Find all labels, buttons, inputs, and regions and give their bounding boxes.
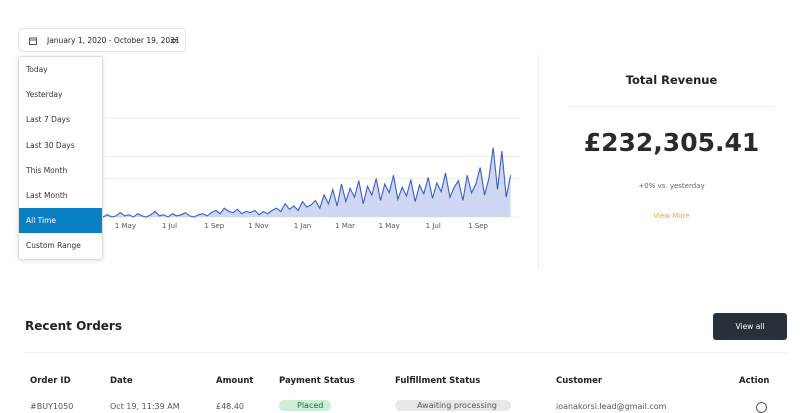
menu-item[interactable]: This Month (26, 165, 68, 175)
area (38, 147, 511, 217)
menu-item[interactable]: Last Month (26, 190, 68, 200)
x-tick-label: 1 May (379, 222, 400, 230)
divider (568, 106, 775, 107)
view-all-button[interactable]: View all (713, 313, 787, 340)
column-header: Payment Status (279, 376, 355, 386)
column-header: Action (739, 376, 770, 386)
x-tick-label: 1 Jan (294, 222, 311, 230)
cell: Placed (279, 400, 332, 411)
date-menu: Today Yesterday Last 7 Days Last 30 Days Thi… (18, 56, 103, 260)
chart: 1 May 1 Jul 1 Sep 1 Nov 1 Jan 1 Mar 1 May 1 Jul… (38, 117, 520, 230)
calendar-icon (29, 37, 37, 45)
divider (538, 55, 539, 270)
caret (171, 39, 177, 44)
menu-item[interactable]: Last 7 Days (26, 115, 70, 125)
x-tick-label: 1 Jul (162, 222, 177, 230)
view-more[interactable]: View More (653, 212, 690, 220)
date-range: January 1, 2020 - October 19, 2021 (47, 36, 180, 45)
cell: #BUY1050 (30, 402, 74, 411)
column-header: Date (110, 376, 133, 386)
date-picker[interactable]: January 1, 2020 - October 19, 2021 (18, 28, 186, 52)
cell: Awaiting processing (395, 400, 511, 411)
column-header: Order ID (30, 376, 71, 386)
divider (25, 352, 787, 353)
x-tick-label: 1 Jul (426, 222, 441, 230)
menu-item[interactable]: Custom Range (26, 241, 81, 251)
x-tick-label: 1 Mar (335, 222, 355, 230)
menu-item[interactable]: Last 30 Days (26, 140, 75, 150)
revenue-amount: £232,305.41 (583, 128, 760, 157)
x-tick-label: 1 May (115, 222, 136, 230)
x-tick-label: 1 Sep (468, 222, 488, 230)
column-header: Customer (556, 376, 603, 386)
orders-title: Recent Orders (25, 319, 122, 333)
menu-item[interactable]: Today (26, 65, 48, 74)
revenue-change: +0% vs. yesterday (638, 182, 705, 190)
cell: Oct 19, 11:39 AM (110, 402, 180, 411)
x-tick-label: 1 Sep (204, 222, 224, 230)
column-header: Amount (216, 376, 254, 386)
revenue-title: Total Revenue (625, 73, 718, 87)
line (38, 147, 512, 218)
cell: ioanakorsi.lead@gmail.com (556, 402, 667, 411)
menu-item[interactable]: Yesterday (26, 90, 63, 100)
menu-item[interactable]: All Time (19, 208, 102, 234)
chart-area: 1 May 1 Jul 1 Sep 1 Nov 1 Jan 1 Mar 1 May 1 Jul… (0, 90, 530, 244)
cell: £48.40 (216, 402, 244, 411)
x-tick-label: 1 Nov (248, 222, 268, 230)
column-header: Fulfillment Status (395, 376, 481, 386)
